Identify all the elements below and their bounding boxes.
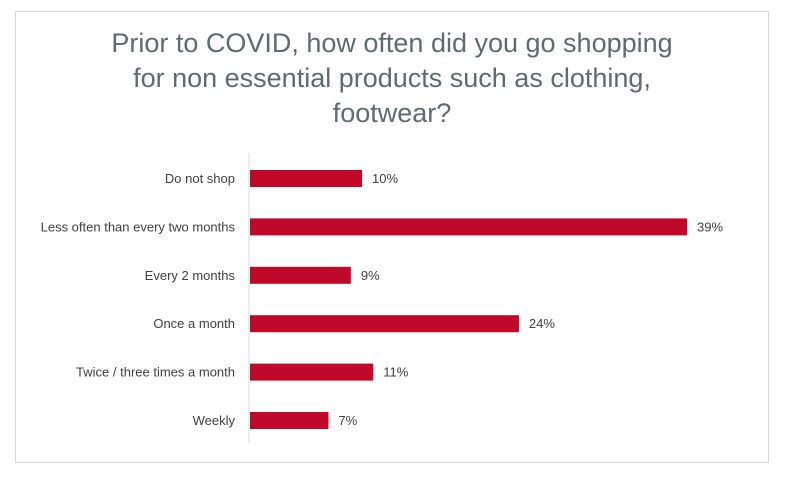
chart-title-line-3: footwear? bbox=[332, 98, 452, 128]
category-label: Less often than every two months bbox=[41, 219, 236, 234]
data-label: 24% bbox=[529, 316, 555, 331]
data-label: 39% bbox=[697, 219, 723, 234]
bar bbox=[250, 363, 374, 381]
bar bbox=[250, 315, 519, 333]
chart-title: Prior to COVID, how often did you go sho… bbox=[15, 26, 769, 131]
bar bbox=[250, 218, 687, 236]
data-label: 9% bbox=[361, 268, 380, 283]
chart-title-line-1: Prior to COVID, how often did you go sho… bbox=[111, 28, 673, 58]
chart-frame bbox=[15, 11, 769, 463]
bar bbox=[250, 266, 351, 284]
bar bbox=[250, 170, 363, 187]
data-label: 11% bbox=[383, 365, 408, 380]
category-label: Once a month bbox=[153, 316, 235, 331]
category-label: Every 2 months bbox=[145, 268, 236, 283]
category-label: Twice / three times a month bbox=[76, 365, 235, 380]
category-label: Do not shop bbox=[165, 171, 235, 186]
chart-title-line-2: for non essential products such as cloth… bbox=[133, 63, 651, 93]
data-label: 7% bbox=[338, 413, 357, 428]
category-label: Weekly bbox=[193, 413, 236, 428]
bar bbox=[250, 412, 329, 429]
data-label: 10% bbox=[372, 171, 398, 186]
